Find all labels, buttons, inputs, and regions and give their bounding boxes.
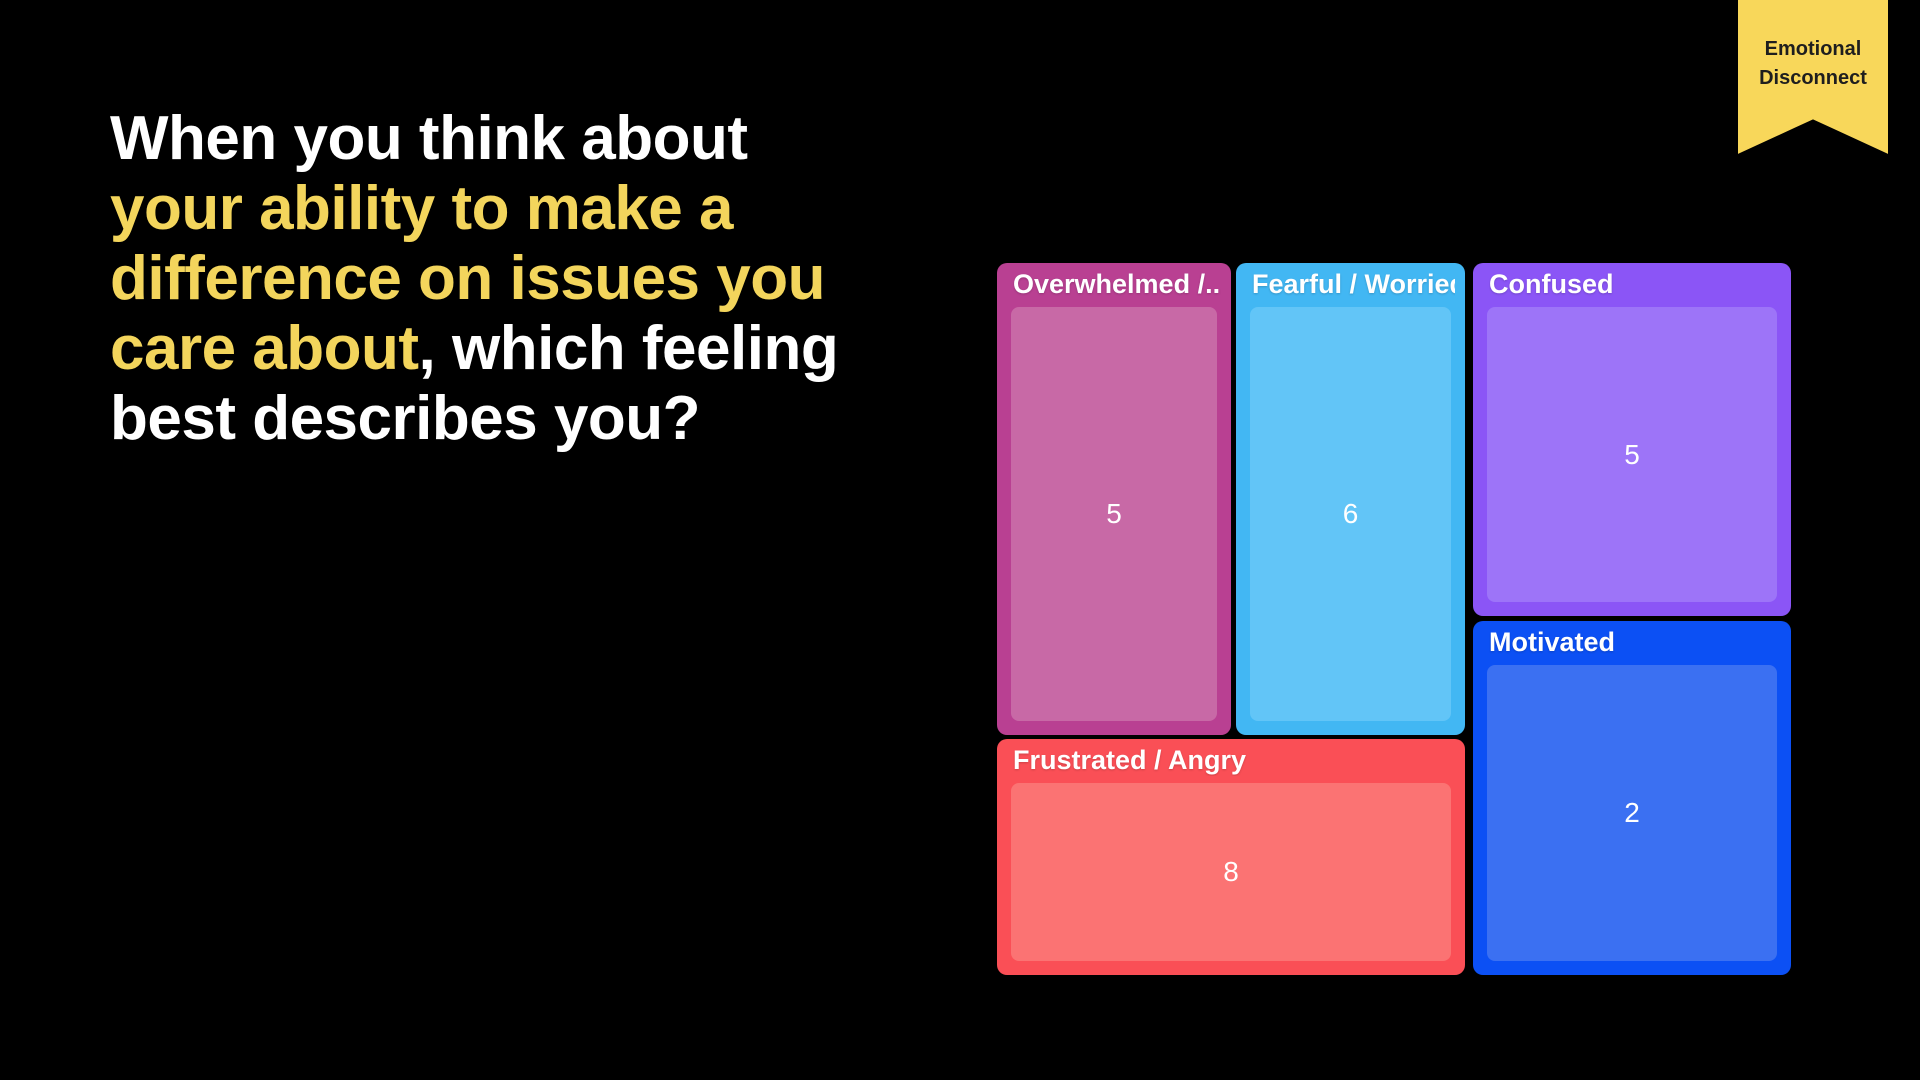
- treemap-block-motivated: Motivated 2: [1473, 621, 1791, 975]
- treemap-chart: Overwhelmed /... 5 Fearful / Worried 6 C…: [997, 263, 1791, 975]
- question-title: When you think about your ability to mak…: [110, 104, 930, 454]
- question-line: care about, which feeling: [110, 314, 930, 384]
- treemap-block-value: 5: [1106, 498, 1122, 529]
- question-text-segment: When you think about: [110, 104, 748, 173]
- treemap-block-value: 5: [1624, 438, 1640, 470]
- treemap-block-label: Confused: [1489, 269, 1614, 299]
- treemap-block-cell: 5: [1011, 307, 1217, 721]
- question-line: When you think about: [110, 104, 930, 174]
- question-highlight-segment: your ability to make a: [110, 174, 734, 243]
- ribbon-label-line: Disconnect: [1759, 67, 1867, 89]
- treemap-block-overwhelmed: Overwhelmed /... 5: [997, 263, 1231, 735]
- treemap-block-label: Motivated: [1489, 627, 1616, 657]
- treemap-block-label: Fearful / Worried: [1252, 269, 1455, 299]
- treemap-block-label: Overwhelmed /...: [1013, 269, 1221, 299]
- question-highlight-segment: difference on issues you: [110, 244, 826, 313]
- ribbon-label-line: Emotional: [1764, 38, 1862, 60]
- treemap-block-cell: 8: [1011, 783, 1451, 961]
- question-text-segment: , which feeling: [418, 314, 839, 383]
- treemap-block-frustrated-angry: Frustrated / Angry 8: [997, 739, 1465, 975]
- treemap-block-cell: 2: [1487, 665, 1777, 961]
- question-line: best describes you?: [110, 384, 930, 454]
- treemap-block-confused: Confused 5: [1473, 263, 1791, 616]
- question-line: your ability to make a: [110, 174, 930, 244]
- treemap-block-cell: 5: [1487, 307, 1777, 602]
- question-highlight-segment: care about: [110, 314, 419, 383]
- treemap-block-value: 2: [1624, 797, 1640, 828]
- question-text-segment: best describes you?: [110, 384, 701, 453]
- bookmark-ribbon: Emotional Disconnect: [1738, 0, 1888, 154]
- treemap-block-value: 6: [1342, 498, 1359, 529]
- treemap-block-label: Frustrated / Angry: [1013, 745, 1247, 775]
- treemap-block-fearful-worried: Fearful / Worried 6: [1236, 263, 1465, 735]
- question-line: difference on issues you: [110, 244, 930, 314]
- treemap-block-cell: 6: [1250, 307, 1451, 721]
- treemap-block-value: 8: [1223, 856, 1239, 887]
